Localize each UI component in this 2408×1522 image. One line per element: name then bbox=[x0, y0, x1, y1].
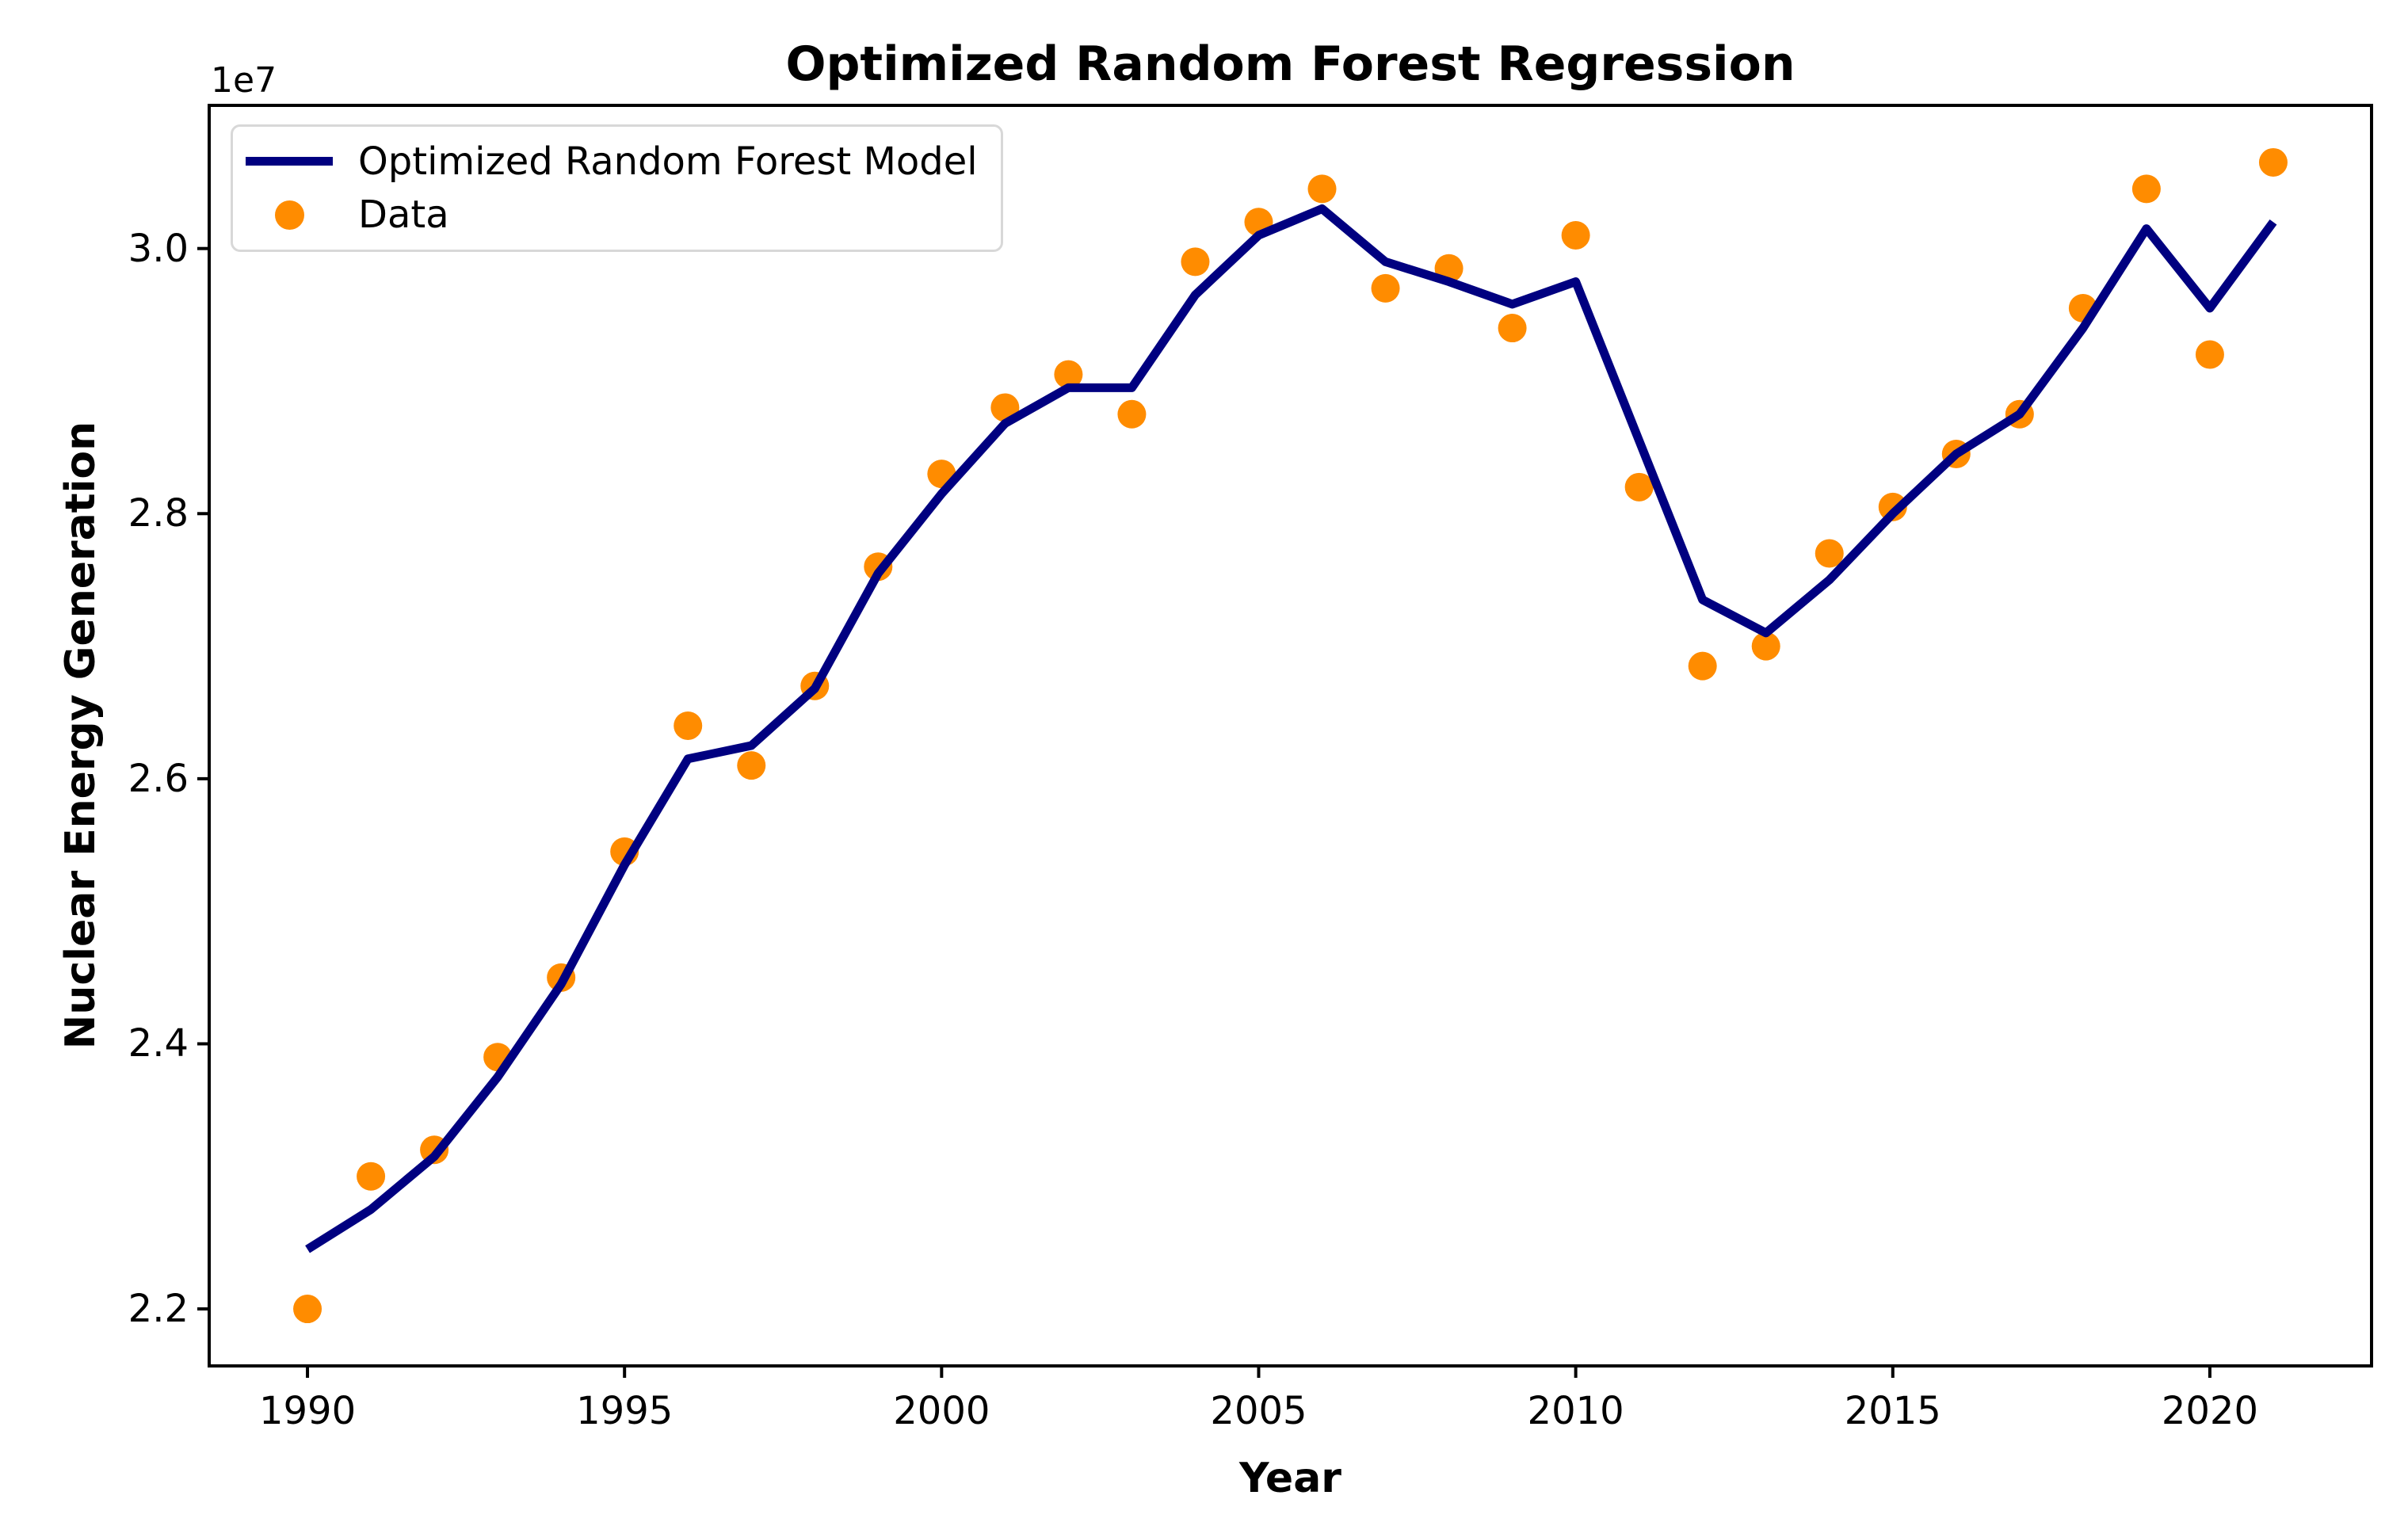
legend-line-icon bbox=[246, 157, 333, 166]
x-axis-label: Year bbox=[1239, 1455, 1341, 1502]
data-point bbox=[1307, 174, 1337, 204]
legend-label-model: Optimized Random Forest Model bbox=[358, 139, 978, 184]
legend-label-data: Data bbox=[358, 193, 449, 238]
x-tick-label: 2005 bbox=[1210, 1389, 1307, 1433]
x-tick-label: 2010 bbox=[1527, 1389, 1624, 1433]
data-point bbox=[293, 1295, 322, 1324]
data-point bbox=[1815, 539, 1844, 568]
data-point bbox=[2195, 340, 2224, 369]
data-point bbox=[674, 711, 703, 740]
x-tick-label: 2015 bbox=[1844, 1389, 1941, 1433]
data-point bbox=[2131, 174, 2161, 204]
chart-title: Optimized Random Forest Regression bbox=[785, 36, 1796, 92]
data-point bbox=[1751, 631, 1780, 661]
data-point bbox=[1371, 273, 1400, 303]
legend-row-data: Data bbox=[246, 189, 985, 241]
data-point bbox=[1688, 651, 1717, 681]
y-offset-text: 1e7 bbox=[211, 60, 277, 101]
data-point bbox=[357, 1162, 386, 1191]
model-line bbox=[305, 204, 2277, 1253]
y-tick-label: 2.8 bbox=[128, 491, 189, 536]
y-tick-label: 2.2 bbox=[128, 1287, 189, 1332]
x-tick-label: 2020 bbox=[2161, 1389, 2258, 1433]
legend-handle bbox=[246, 200, 333, 230]
legend: Optimized Random Forest Model Data bbox=[231, 124, 1003, 252]
x-tick-label: 1995 bbox=[576, 1389, 674, 1433]
y-tick-label: 2.6 bbox=[128, 756, 189, 801]
x-tick-label: 1990 bbox=[258, 1389, 357, 1433]
y-tick-label: 2.4 bbox=[128, 1021, 189, 1066]
data-point bbox=[1181, 247, 1210, 277]
legend-row-model: Optimized Random Forest Model bbox=[246, 135, 985, 188]
legend-dot-icon bbox=[274, 200, 304, 230]
data-point bbox=[2258, 147, 2288, 177]
data-point bbox=[1117, 399, 1147, 429]
y-tick-label: 3.0 bbox=[128, 226, 189, 271]
data-point bbox=[1624, 472, 1654, 502]
data-point bbox=[1498, 314, 1527, 343]
data-point bbox=[1878, 492, 1907, 521]
data-point bbox=[1561, 220, 1590, 250]
data-point bbox=[737, 751, 766, 780]
plot-spines bbox=[208, 104, 2373, 1368]
x-tick-label: 2000 bbox=[893, 1389, 990, 1433]
legend-handle bbox=[246, 157, 333, 166]
data-point bbox=[1054, 360, 1083, 389]
